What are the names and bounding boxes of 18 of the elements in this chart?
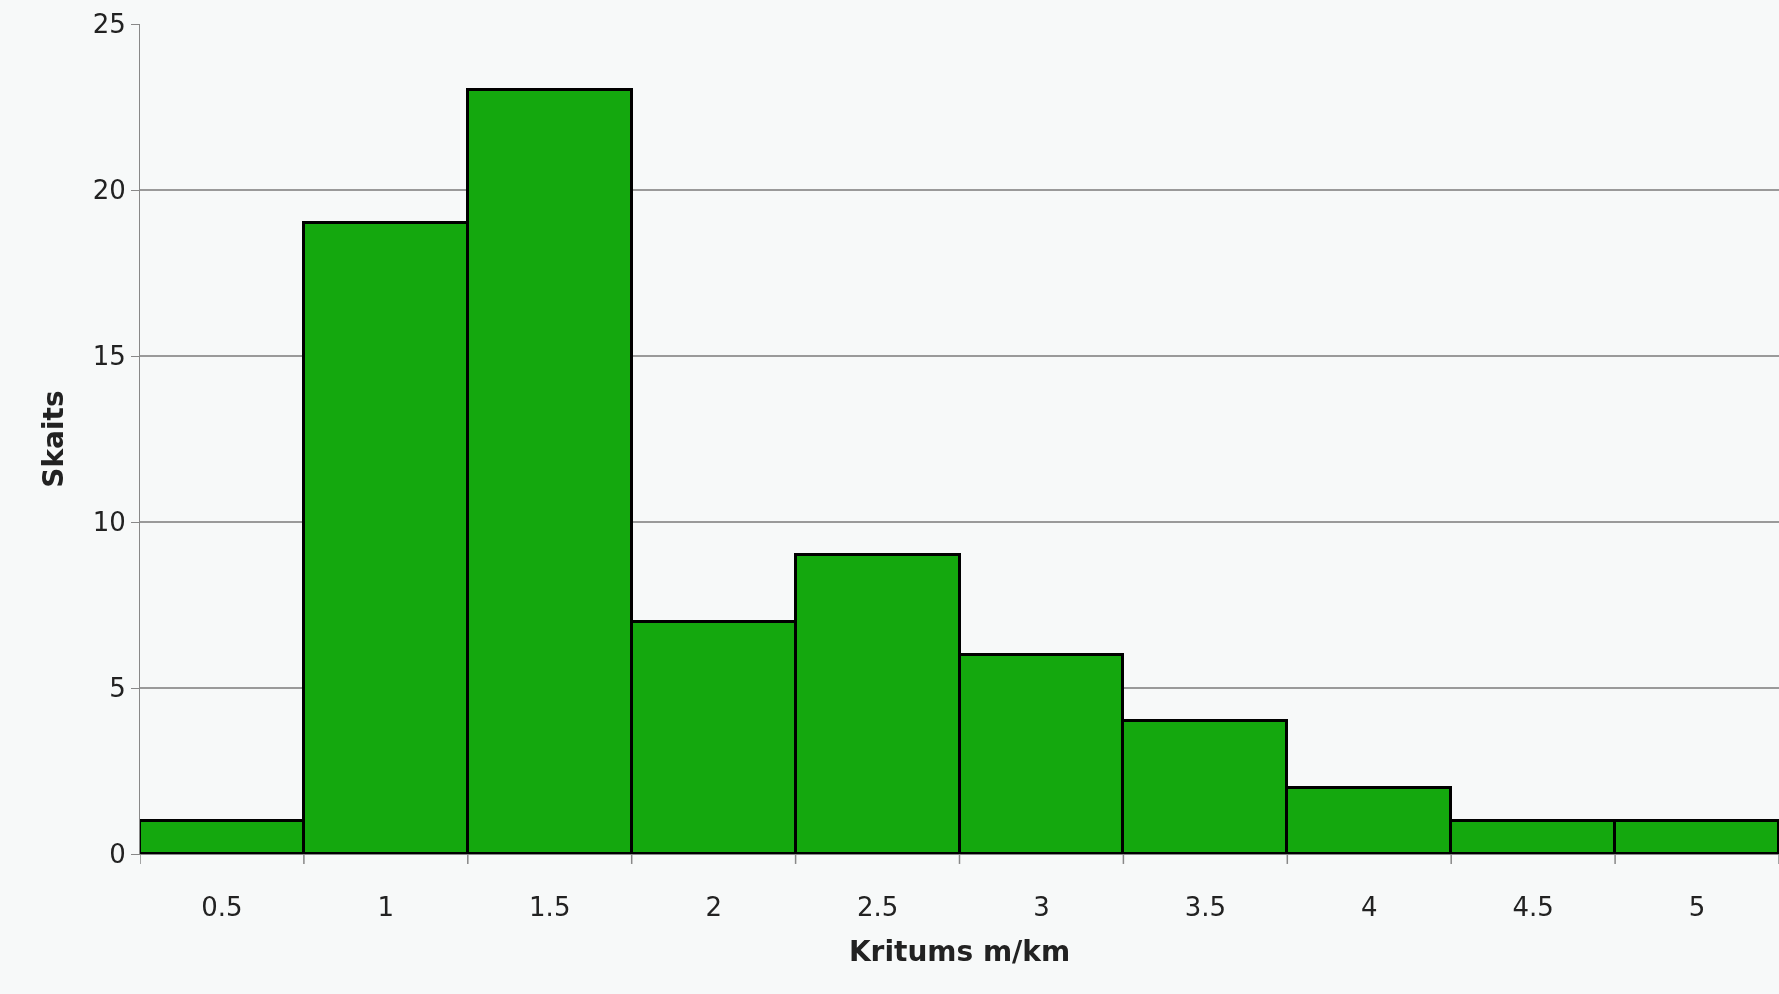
x-tick-label: 5 [1688,892,1706,923]
x-tick-label: 2.5 [856,892,899,923]
y-tick-label: 5 [109,673,126,704]
y-tick-label: 20 [92,175,126,206]
x-tick-label: 1 [377,892,395,923]
y-tick-label: 10 [92,507,126,538]
x-tick-label: 3 [1033,892,1050,923]
x-tick-label: 4.5 [1512,892,1554,923]
x-tick-label: 1.5 [529,892,571,923]
x-axis-title: Kritums m/km [848,935,1071,969]
x-tick-label: 3.5 [1184,892,1227,923]
x-tick-label: 2 [705,892,722,923]
y-tick-label: 0 [109,839,126,870]
y-tick-label: 25 [92,9,126,40]
y-axis-title: Skaits [37,390,71,488]
x-tick-label: 4 [1360,892,1378,923]
x-tick-label: 0.5 [201,892,243,923]
y-tick-label: 15 [92,341,126,372]
